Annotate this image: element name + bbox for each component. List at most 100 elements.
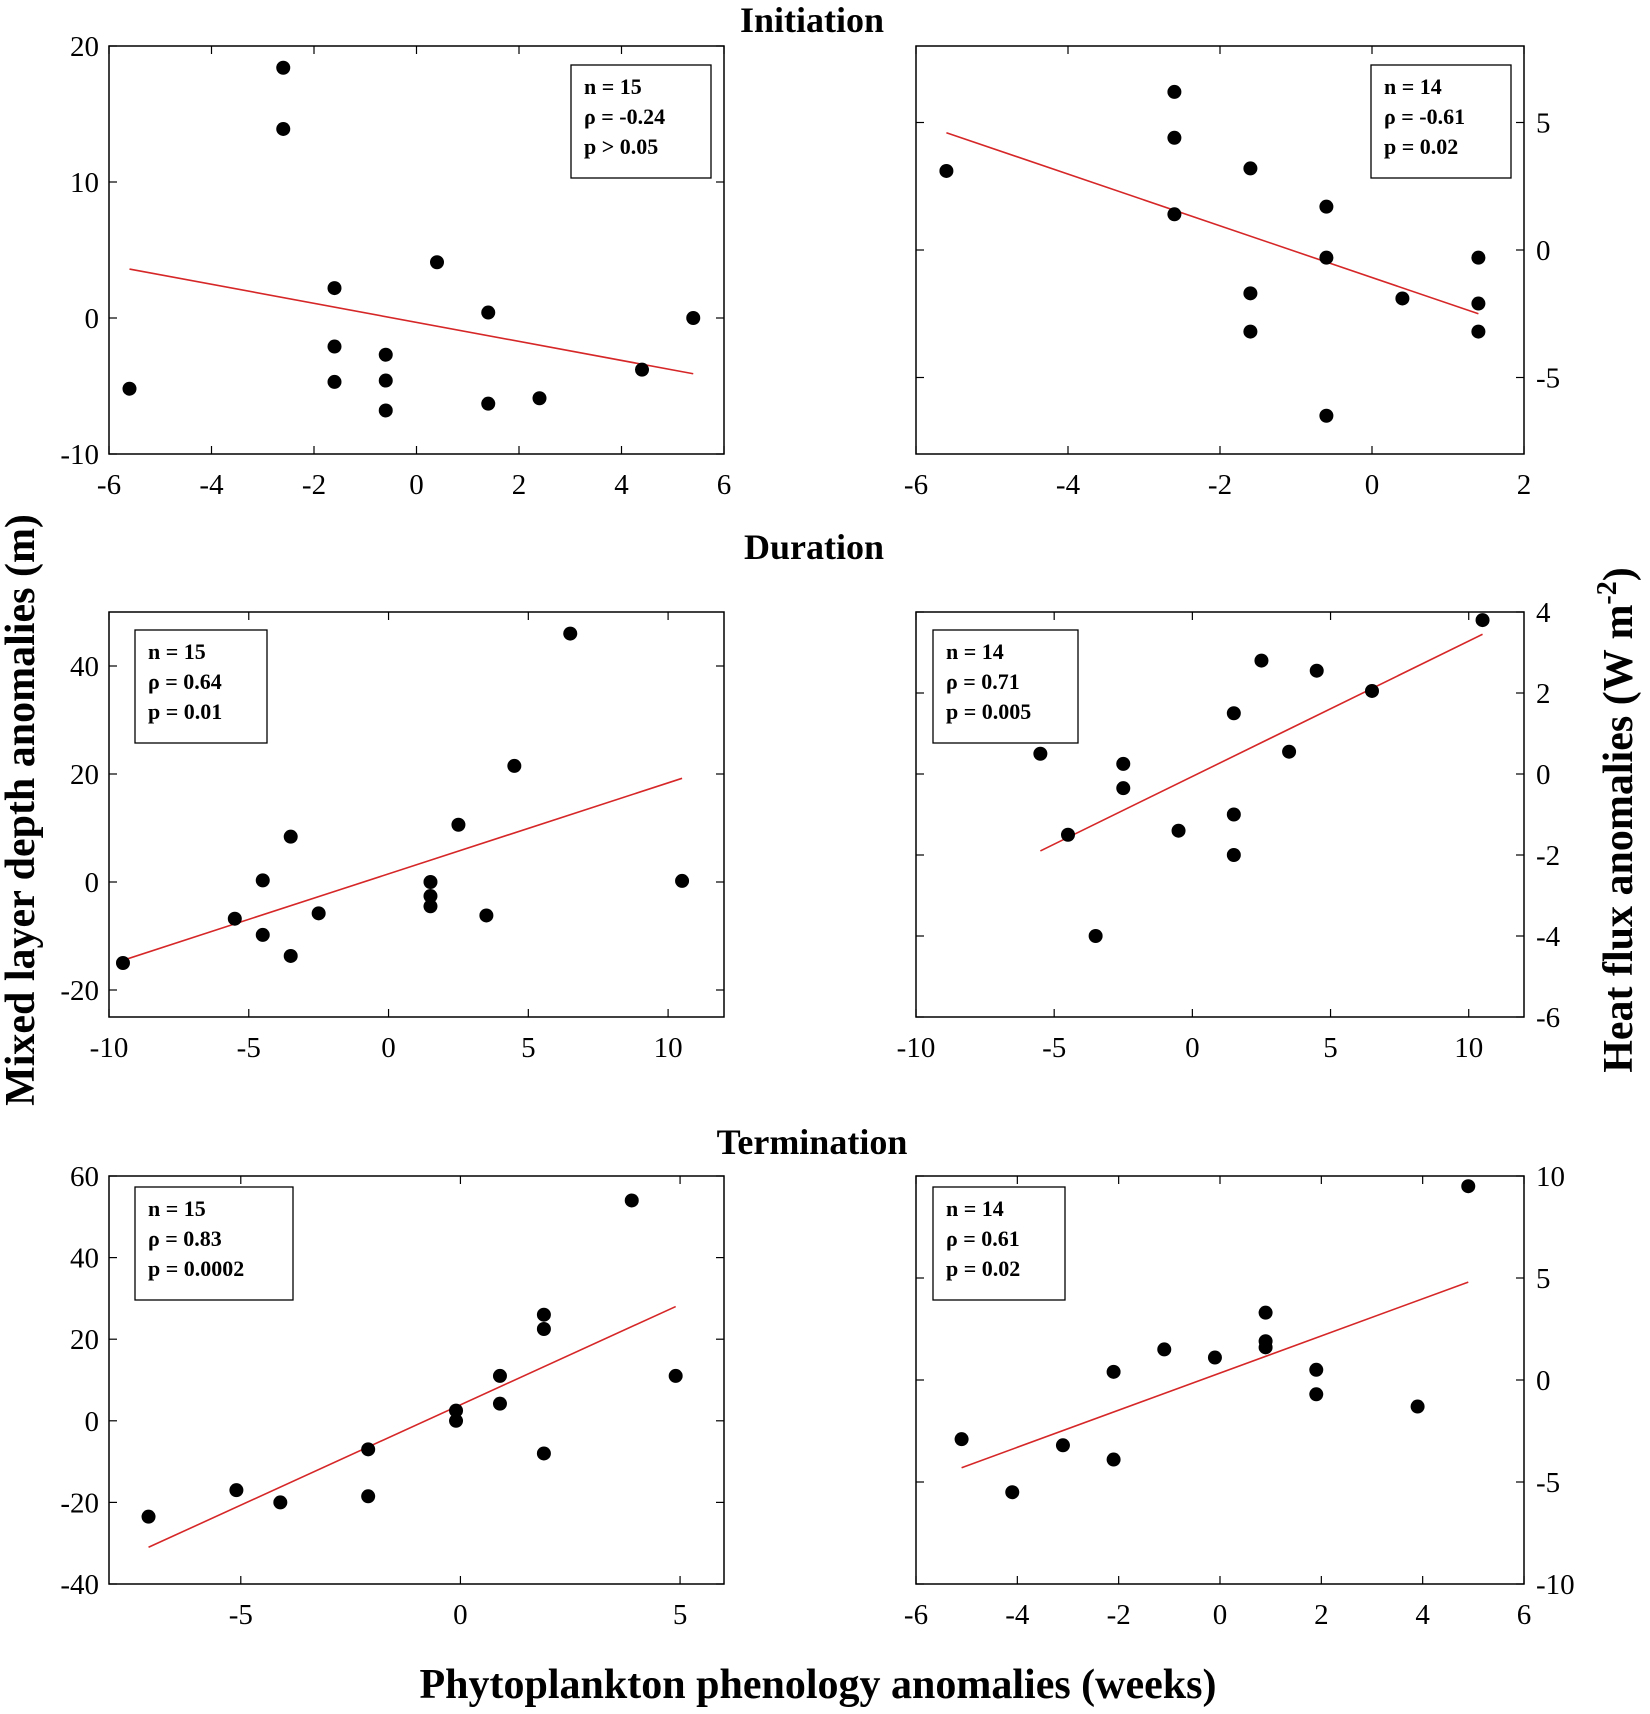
data-point xyxy=(1167,84,1182,99)
data-point xyxy=(1106,1364,1121,1379)
x-tick-label: 2 xyxy=(1314,1599,1329,1631)
data-point xyxy=(1309,663,1324,678)
x-tick-label: 5 xyxy=(673,1599,688,1631)
data-point xyxy=(1167,207,1182,222)
y-tick-label: -20 xyxy=(60,1487,99,1519)
left-y-axis-label: Mixed layer depth anomalies (m) xyxy=(0,514,44,1106)
panel-initiation-left: -6 -4 -2 0 2 4 6 -10 0 10 20 n = 15 ρ = -0.24 p > 0.0… xyxy=(60,31,731,501)
y-tick-label: -6 xyxy=(1536,1002,1560,1034)
y-tick-label: 20 xyxy=(70,31,99,63)
x-tick-label: 6 xyxy=(1517,1599,1532,1631)
data-point xyxy=(378,373,393,388)
data-point xyxy=(283,829,298,844)
stats-line: p = 0.02 xyxy=(1384,134,1458,159)
data-point xyxy=(1258,1340,1273,1355)
y-tick-label: 5 xyxy=(1536,108,1551,140)
y-tick-label: -4 xyxy=(1536,921,1561,953)
data-point xyxy=(229,1483,244,1498)
data-point xyxy=(276,121,291,136)
y-tick-label: 10 xyxy=(70,167,99,199)
x-tick-label: -4 xyxy=(199,469,224,501)
panel-duration-left: -10 -5 0 5 10 -20 0 20 40 n = 15 ρ = 0.64 p = 0.01 xyxy=(60,611,725,1064)
data-point xyxy=(1365,683,1379,698)
data-point xyxy=(675,873,690,888)
x-tick-label: 10 xyxy=(654,1032,683,1064)
y-tick-label: 2 xyxy=(1536,678,1551,710)
data-point xyxy=(668,1368,683,1383)
data-point xyxy=(1309,1362,1324,1377)
stats-line: p > 0.05 xyxy=(584,134,658,159)
data-point xyxy=(536,1446,551,1461)
data-point xyxy=(1171,823,1186,838)
x-tick-label: -2 xyxy=(1208,469,1232,501)
data-point xyxy=(1243,286,1258,301)
data-point xyxy=(1395,291,1410,306)
x-tick-label: 0 xyxy=(1185,1032,1200,1064)
y-tick-label: -40 xyxy=(60,1569,99,1601)
stats-line: ρ = -0.24 xyxy=(584,104,665,129)
stats-box xyxy=(134,629,268,744)
data-point xyxy=(536,1307,551,1322)
y-tick-label: 0 xyxy=(85,1406,100,1438)
data-point xyxy=(1167,130,1182,145)
y-tick-label: -10 xyxy=(60,439,99,471)
stats-line: n = 15 xyxy=(148,639,206,664)
x-tick-label: 0 xyxy=(1213,1599,1228,1631)
data-point xyxy=(1226,706,1241,721)
stats-box xyxy=(1370,64,1512,179)
y-tick-label: 0 xyxy=(1536,235,1551,267)
stats-line: n = 14 xyxy=(946,639,1004,664)
y-tick-label: -20 xyxy=(60,975,99,1007)
y-tick-label: 60 xyxy=(70,1161,99,1193)
data-point xyxy=(327,281,342,296)
data-point xyxy=(1471,324,1486,339)
plot-frame xyxy=(915,611,1525,1018)
right-y-axis-label: Heat flux anomalies (W m-2) xyxy=(1592,567,1642,1073)
data-point xyxy=(378,347,393,362)
data-point xyxy=(423,899,438,914)
x-tick-label: -2 xyxy=(302,469,326,501)
panel-duration-right: -10 -5 0 5 10 -6 -4 -2 0 2 4 n = 14 ρ = 0.71 p = 0.00… xyxy=(897,597,1561,1064)
x-tick-label: 0 xyxy=(453,1599,468,1631)
stats-box xyxy=(134,1186,294,1301)
x-tick-label: 2 xyxy=(1517,469,1532,501)
y-tick-label: 0 xyxy=(85,867,100,899)
stats-line: p = 0.005 xyxy=(946,699,1031,724)
data-point xyxy=(255,927,270,942)
stats-line: ρ = 0.71 xyxy=(946,669,1020,694)
panel-termination-right: -6 -4 -2 0 2 4 6-10 -5 0 5 10 n = 14 ρ = 0.61 p = 0.0… xyxy=(904,1161,1575,1631)
data-point xyxy=(449,1413,464,1428)
data-point xyxy=(1319,408,1334,423)
data-point xyxy=(1243,324,1258,339)
y-tick-label: 10 xyxy=(1536,1161,1565,1193)
data-point xyxy=(122,381,137,396)
data-point xyxy=(1116,781,1131,796)
stats-box xyxy=(932,1186,1066,1301)
data-point xyxy=(361,1442,376,1457)
data-point xyxy=(954,1432,969,1447)
x-tick-label: 0 xyxy=(409,469,424,501)
data-point xyxy=(1226,807,1241,822)
data-point xyxy=(1282,744,1297,759)
x-tick-label: -2 xyxy=(1107,1599,1131,1631)
plot-frame xyxy=(108,611,725,1018)
data-point xyxy=(276,60,291,75)
data-point xyxy=(1254,653,1269,668)
stats-line: n = 15 xyxy=(584,74,642,99)
data-point xyxy=(1461,1179,1476,1194)
data-point xyxy=(311,906,326,921)
data-point xyxy=(1243,161,1258,176)
y-tick-label: 0 xyxy=(1536,1365,1551,1397)
stats-box xyxy=(570,64,712,179)
data-point xyxy=(635,362,649,377)
fit-line xyxy=(122,777,683,962)
data-point xyxy=(1106,1452,1121,1467)
data-point xyxy=(423,889,438,904)
right-y-axis-label-sup: -2 xyxy=(1592,581,1623,604)
data-point xyxy=(624,1193,639,1208)
stats-line: p = 0.01 xyxy=(148,699,222,724)
data-point xyxy=(1061,827,1075,842)
y-tick-label: 0 xyxy=(85,303,100,335)
